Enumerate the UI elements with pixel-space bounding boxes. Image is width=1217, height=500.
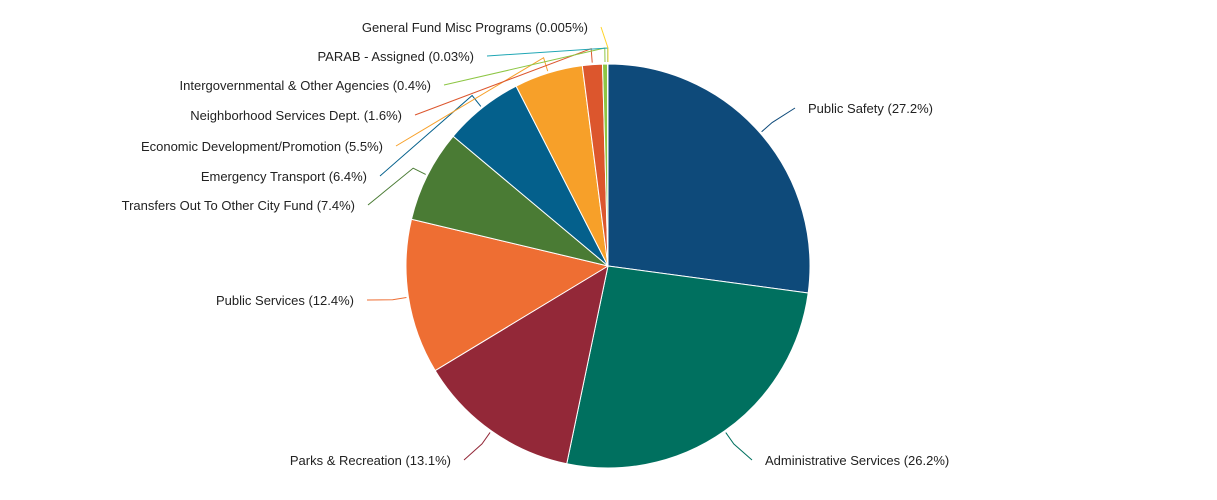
slice-label-general-fund-misc-programs: General Fund Misc Programs (0.005%) (362, 20, 588, 35)
slice-label-parks-and-recreation: Parks & Recreation (13.1%) (290, 453, 451, 468)
leader-line-parks-and-recreation (463, 432, 491, 461)
slice-label-emergency-transport: Emergency Transport (6.4%) (201, 169, 367, 184)
leader-line-public-services (366, 297, 407, 301)
leader-line-economic-development-promotion (395, 56, 549, 147)
slice-label-neighborhood-services-dept: Neighborhood Services Dept. (1.6%) (190, 108, 402, 123)
pie-slices (405, 63, 811, 469)
slice-label-administrative-services: Administrative Services (26.2%) (765, 453, 949, 468)
slice-labels: Public Safety (27.2%) Administrative Serv… (122, 20, 950, 468)
leader-line-public-safety (761, 107, 796, 133)
slice-label-economic-development-promotion: Economic Development/Promotion (5.5%) (141, 139, 383, 154)
pie-slice-parks-and-recreation[interactable] (434, 265, 609, 465)
leader-line-administrative-services (725, 432, 753, 461)
leader-line-general-fund-misc-programs (600, 26, 609, 62)
pie-slice-public-services[interactable] (405, 218, 609, 372)
leader-line-emergency-transport (379, 94, 482, 177)
leader-lines (366, 26, 796, 461)
slice-label-transfers-out-to-other-city-fund: Transfers Out To Other City Fund (7.4%) (122, 198, 355, 213)
slice-label-intergovernmental-and-other-agencies: Intergovernmental & Other Agencies (0.4%… (180, 78, 431, 93)
slice-label-parab-assigned: PARAB - Assigned (0.03%) (317, 49, 474, 64)
leader-line-transfers-out-to-other-city-fund (367, 167, 426, 206)
slice-label-public-safety: Public Safety (27.2%) (808, 101, 933, 116)
leader-line-parab-assigned (486, 47, 609, 63)
pie-slice-public-safety[interactable] (607, 63, 811, 294)
pie-slice-administrative-services[interactable] (566, 265, 809, 469)
slice-label-public-services: Public Services (12.4%) (216, 293, 354, 308)
